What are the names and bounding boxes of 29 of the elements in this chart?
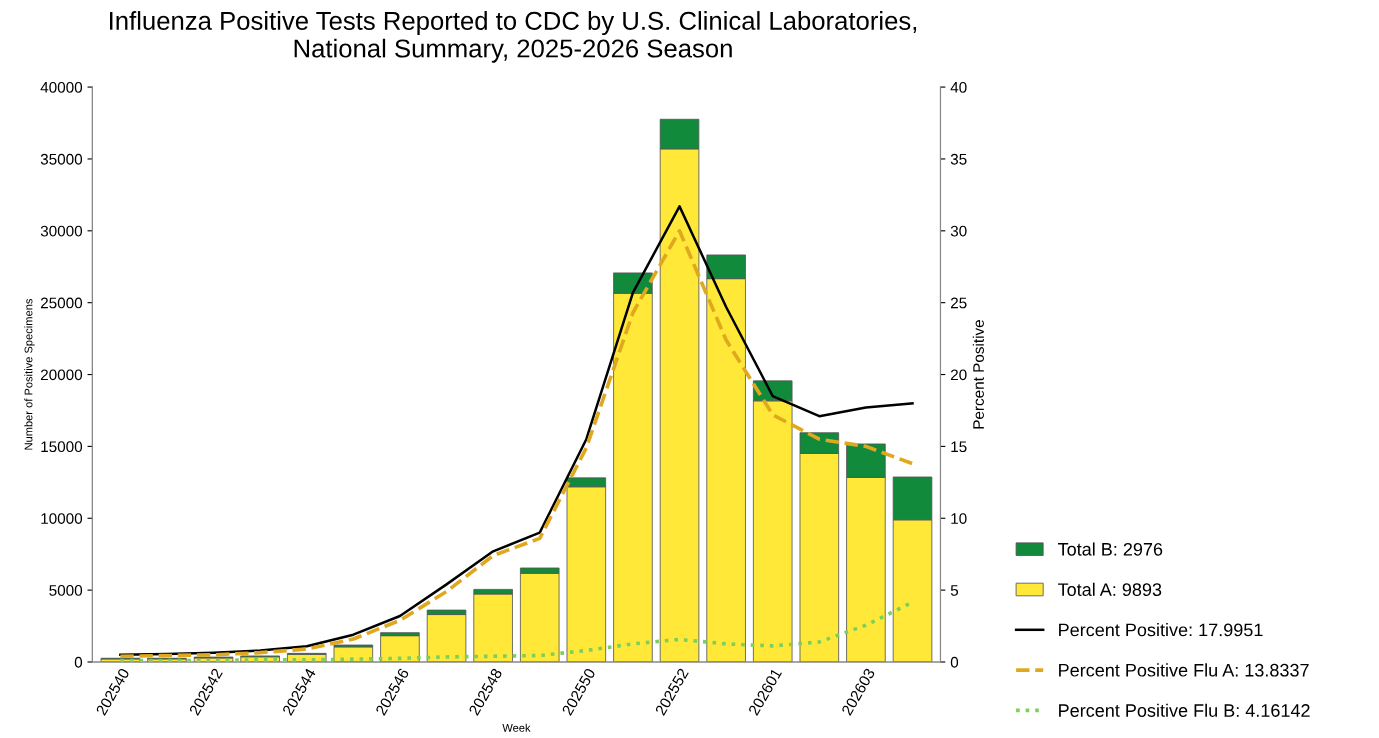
y-tick-label: 0 [74, 656, 83, 668]
y2-tick-label: 35 [950, 153, 967, 165]
y-tick-label: 15000 [41, 441, 83, 453]
bar [473, 593, 513, 662]
legend-label: Total B: 2976 [1058, 542, 1163, 556]
y-tick-label: 35000 [40, 153, 83, 165]
y-tick-label: 25000 [40, 297, 83, 309]
y-tick-label: 40000 [40, 81, 83, 93]
y2-tick-label: 20 [950, 369, 967, 381]
x-axis-title: Week [502, 723, 531, 732]
legend-label: Percent Positive: 17.9951 [1059, 623, 1263, 637]
chart-title: Influenza Positive Tests Reported to CDC by U.S. Clinical Laboratories, National Summary, 2025-2026 Season [110, 11, 917, 63]
y-tick-label: 10000 [41, 513, 83, 524]
y-tick-label: 5000 [49, 584, 83, 596]
y2-tick-label: 30 [950, 225, 967, 237]
y2-axis-title: Percent Positive [972, 320, 984, 429]
y-axis-title: Number of Positive Specimens [24, 298, 35, 450]
y-tick-label: 20000 [40, 369, 83, 381]
legend-label: Percent Positive Flu A: 13.8337 [1059, 663, 1309, 677]
y2-tick-label: 25 [950, 297, 967, 309]
y2-tick-label: 5 [950, 585, 959, 596]
legend-label: Total A: 9893 [1058, 582, 1162, 596]
y2-tick-label: 0 [950, 656, 959, 668]
y2-tick-label: 10 [951, 513, 967, 524]
y2-tick-label: 40 [950, 81, 967, 93]
bar [380, 635, 420, 662]
y-tick-label: 30000 [40, 225, 83, 237]
y2-tick-label: 15 [951, 441, 967, 453]
legend-label: Percent Positive Flu B: 4.16142 [1059, 703, 1310, 717]
